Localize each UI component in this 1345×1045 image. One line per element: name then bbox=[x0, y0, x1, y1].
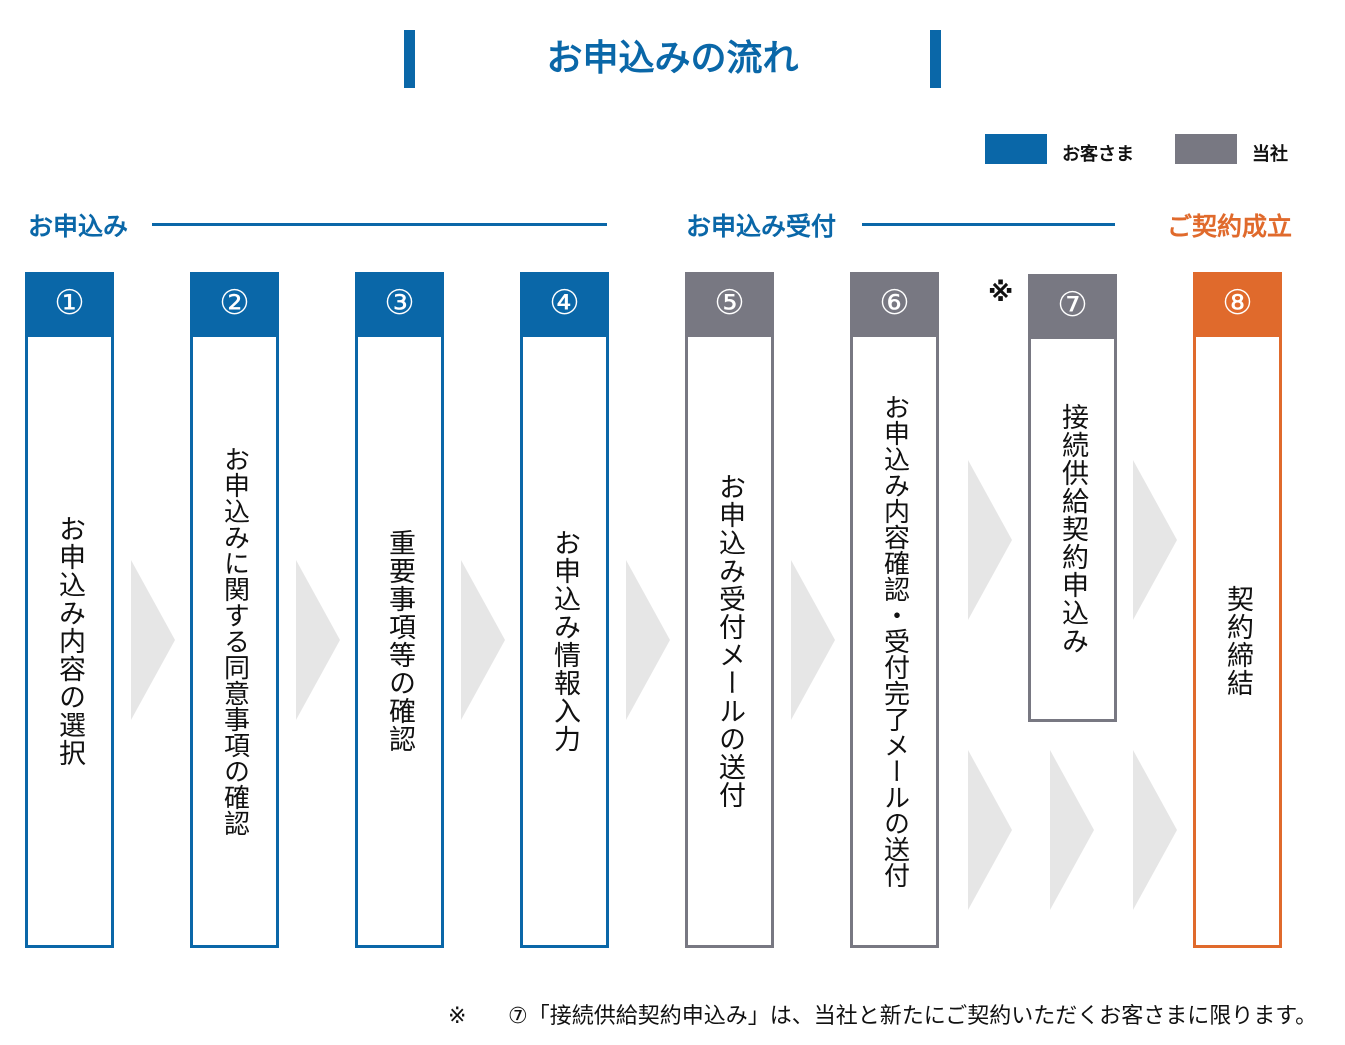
step-8-box: 契約締結 bbox=[1193, 334, 1282, 948]
step-1-box: お申込み内容の選択 bbox=[25, 334, 114, 948]
step-4-number: ④ bbox=[520, 272, 609, 334]
phase-apply-line bbox=[152, 223, 607, 226]
arrow-6-7-upper bbox=[968, 460, 1012, 620]
step-4-text: お申込み情報入力 bbox=[551, 529, 578, 753]
arrow-4-5 bbox=[626, 560, 670, 720]
arrow-5-6 bbox=[791, 560, 835, 720]
step-6-text: お申込み内容確認・受付完了メールの送付 bbox=[882, 394, 908, 888]
step-5-number: ⑤ bbox=[685, 272, 774, 334]
legend-swatch-company bbox=[1175, 134, 1237, 164]
step-8-text: 契約締結 bbox=[1224, 585, 1251, 697]
step-8-number: ⑧ bbox=[1193, 272, 1282, 334]
step-1-text: お申込み内容の選択 bbox=[56, 515, 83, 767]
title-bar-right bbox=[930, 30, 941, 88]
phase-accept-line bbox=[862, 223, 1115, 226]
step-4-box: お申込み情報入力 bbox=[520, 334, 609, 948]
step-3-number: ③ bbox=[355, 272, 444, 334]
title-bar-left bbox=[404, 30, 415, 88]
footnote: ※ ⑦「接続供給契約申込み」は、当社と新たにご契約いただくお客さまに限ります。 bbox=[448, 998, 1317, 1030]
step-3-box: 重要事項等の確認 bbox=[355, 334, 444, 948]
phase-contract-label: ご契約成立 bbox=[1167, 207, 1292, 243]
step-6-number: ⑥ bbox=[850, 272, 939, 334]
step-2-number: ② bbox=[190, 272, 279, 334]
arrow-3-4 bbox=[461, 560, 505, 720]
step-7-box: 接続供給契約申込み bbox=[1028, 336, 1117, 722]
legend-label-customer: お客さま bbox=[1062, 140, 1134, 166]
step-1-number: ① bbox=[25, 272, 114, 334]
arrow-6-8-lower-3 bbox=[1133, 750, 1177, 910]
legend-swatch-customer bbox=[985, 134, 1047, 164]
step-7-number: ⑦ bbox=[1028, 274, 1117, 336]
footnote-mark: ※ bbox=[448, 1004, 508, 1029]
step-7-note-mark: ※ bbox=[988, 278, 1013, 308]
arrow-7-8-upper bbox=[1133, 460, 1177, 620]
footnote-text: ⑦「接続供給契約申込み」は、当社と新たにご契約いただくお客さまに限ります。 bbox=[508, 1004, 1317, 1029]
arrow-1-2 bbox=[131, 560, 175, 720]
step-2-text: お申込みに関する同意事項の確認 bbox=[222, 446, 248, 836]
phase-apply-label: お申込み bbox=[28, 207, 128, 243]
step-7-text: 接続供給契約申込み bbox=[1059, 403, 1086, 655]
step-2-box: お申込みに関する同意事項の確認 bbox=[190, 334, 279, 948]
arrow-6-8-lower-2 bbox=[1050, 750, 1094, 910]
legend-label-company: 当社 bbox=[1252, 140, 1288, 166]
step-5-text: お申込み受付メールの送付 bbox=[716, 473, 743, 809]
arrow-6-8-lower-1 bbox=[968, 750, 1012, 910]
step-5-box: お申込み受付メールの送付 bbox=[685, 334, 774, 948]
phase-accept-label: お申込み受付 bbox=[686, 207, 836, 243]
arrow-2-3 bbox=[296, 560, 340, 720]
step-6-box: お申込み内容確認・受付完了メールの送付 bbox=[850, 334, 939, 948]
step-3-text: 重要事項等の確認 bbox=[386, 529, 413, 753]
page-title: お申込みの流れ bbox=[415, 32, 930, 86]
